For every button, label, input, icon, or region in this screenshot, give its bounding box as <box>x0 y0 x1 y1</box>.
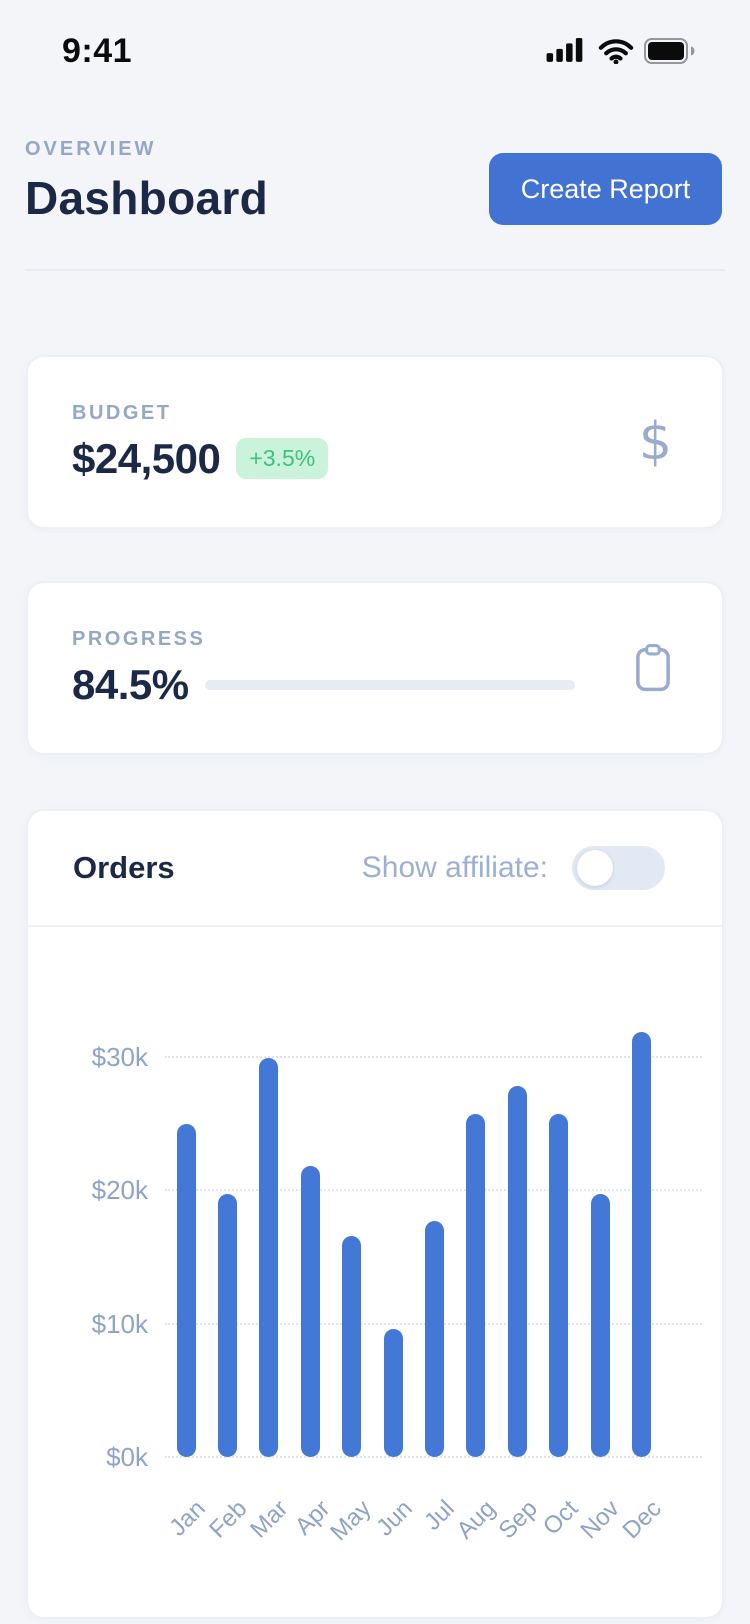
progress-label: PROGRESS <box>72 627 206 650</box>
x-axis-label: Oct <box>538 1495 584 1541</box>
progress-bar <box>204 679 575 690</box>
x-axis-label: Aug <box>451 1495 501 1545</box>
x-axis-label: Jun <box>371 1495 419 1542</box>
progress-value: 84.5% <box>72 660 189 708</box>
x-axis-label: Dec <box>617 1495 667 1545</box>
create-report-button[interactable]: Create Report <box>489 153 722 225</box>
progress-card: PROGRESS 84.5% <box>26 581 724 755</box>
dollar-icon: $ <box>638 412 672 472</box>
orders-header: Orders Show affiliate: <box>28 811 722 927</box>
gridline <box>165 1189 702 1192</box>
y-axis-tick-label: $10k <box>91 1308 148 1339</box>
x-axis-label: May <box>325 1495 377 1547</box>
chart-bar <box>342 1235 362 1457</box>
chart-bar <box>590 1194 610 1457</box>
budget-label: BUDGET <box>72 401 172 424</box>
chart-bar <box>217 1194 237 1457</box>
budget-card: BUDGET $24,500 +3.5% $ <box>26 355 724 529</box>
y-axis-tick-label: $30k <box>91 1042 148 1073</box>
clipboard-icon <box>636 644 670 692</box>
orders-card: Orders Show affiliate: $0k $10k $20k $30k Ja… <box>26 809 724 1619</box>
header-divider <box>25 269 725 271</box>
chart-bar <box>466 1114 486 1457</box>
status-bar: 9:41 <box>0 0 750 88</box>
cellular-signal-icon <box>546 38 583 62</box>
chart-bar <box>507 1086 527 1457</box>
budget-delta-badge: +3.5% <box>236 438 329 479</box>
chart-bar <box>424 1221 444 1457</box>
chart-bar <box>549 1114 569 1457</box>
orders-title: Orders <box>73 850 175 885</box>
gridline <box>165 1056 702 1059</box>
x-axis-label: Sep <box>493 1495 543 1545</box>
status-time: 9:41 <box>62 31 133 70</box>
x-axis-label: Jul <box>418 1495 460 1536</box>
x-axis-label: Mar <box>245 1495 294 1544</box>
chart-bar <box>383 1329 403 1457</box>
show-affiliate-toggle[interactable] <box>572 846 665 890</box>
status-icons <box>542 38 698 64</box>
chart-bar <box>176 1123 196 1457</box>
x-axis-label: Feb <box>204 1495 253 1544</box>
y-axis-tick-label: $0k <box>106 1442 148 1472</box>
gridline <box>165 1456 702 1458</box>
page-title: Dashboard <box>25 172 268 224</box>
chart-bar <box>300 1166 320 1457</box>
toggle-knob <box>577 850 613 886</box>
battery-icon <box>644 38 695 64</box>
budget-value: $24,500 <box>72 434 221 482</box>
section-eyebrow: OVERVIEW <box>25 138 157 160</box>
x-axis-label: Apr <box>289 1495 336 1541</box>
y-axis-tick-label: $20k <box>91 1175 148 1206</box>
x-axis-label: Jan <box>164 1495 212 1542</box>
page-header: OVERVIEW Dashboard Create Report <box>25 138 722 225</box>
chart-bar <box>631 1031 651 1457</box>
x-axis-label: Nov <box>575 1495 626 1545</box>
chart-bar <box>259 1058 279 1457</box>
show-affiliate-label: Show affiliate: <box>361 851 548 884</box>
wifi-icon <box>598 39 634 64</box>
orders-chart: $0k $10k $20k $30k Jan Feb Mar Apr May Jun Jul Aug S… <box>28 927 722 1617</box>
